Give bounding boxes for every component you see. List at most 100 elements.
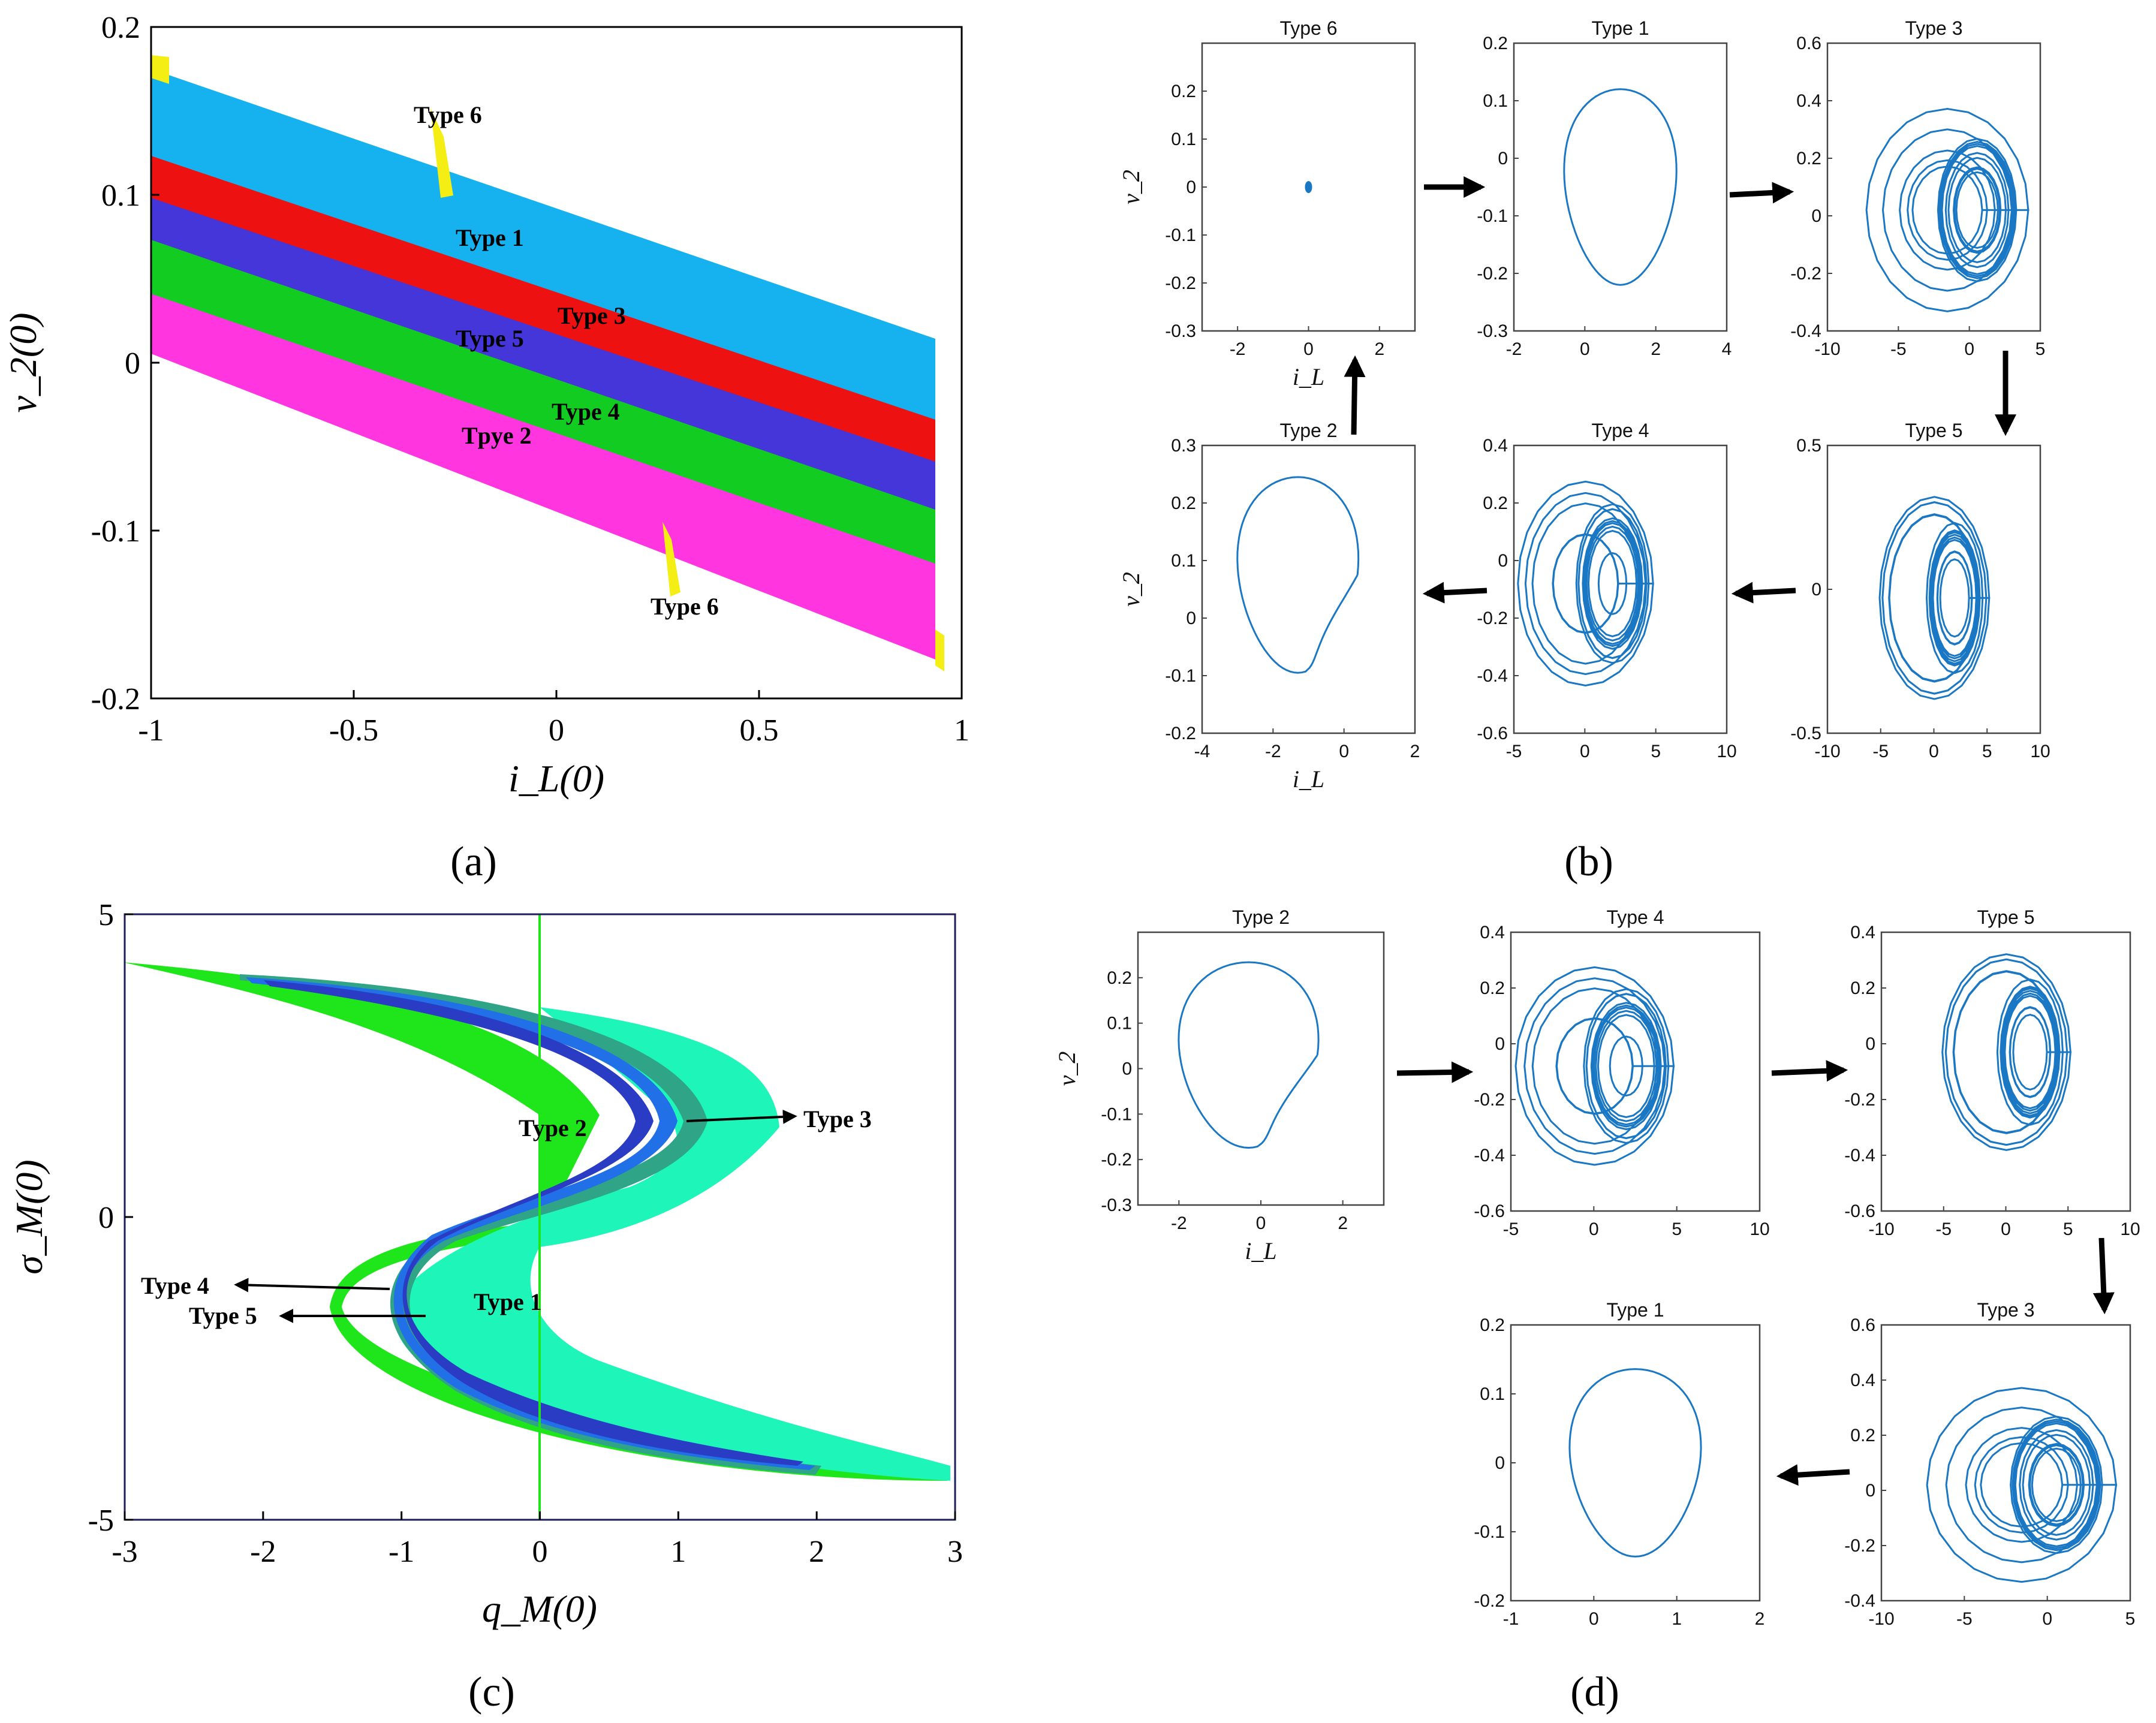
- panel-c-ann-type2: Type 2: [519, 1114, 587, 1141]
- panel-b-sub-type2-title: Type 2: [1279, 420, 1337, 441]
- panel-c-xtick-label: 1: [670, 1535, 686, 1569]
- panel-label-a: (a): [450, 839, 497, 885]
- panel-d-sub-type4-xtick-label: 5: [1672, 1219, 1682, 1239]
- panel-b-sub-type5-title: Type 5: [1905, 420, 1962, 441]
- panel-b-sub-type3-ytick-label: 0.6: [1796, 34, 1821, 53]
- panel-a-ylabel: v_2(0): [2, 312, 44, 412]
- region-type3-a: [151, 156, 935, 474]
- region-type3-c: [240, 974, 821, 1475]
- panel-a-ann-type1: Type 1: [456, 224, 524, 251]
- panel-d-sub-type1-ytick-label: 0.2: [1480, 1315, 1505, 1335]
- panel-d-sub-type4: Type 4 -5 0 5 10 0.4 0.2 0 -0.2 -0.4 -0.6: [1474, 906, 1769, 1239]
- panel-d-sub-type2-ytick-label: -0.2: [1101, 1150, 1132, 1170]
- panel-label-c: (c): [468, 1669, 515, 1715]
- panel-a-yticks: 0.2 0.1 0 -0.1 -0.2: [91, 11, 159, 716]
- panel-b-sub-type5-ytick-label: -0.5: [1790, 724, 1821, 743]
- panel-b-sub-type3: Type 3 -10 -5 0 5 0.6 0.4 0.2 0 -0.2 -0.4: [1790, 17, 2045, 359]
- panel-d-sub-type1-ytick-label: -0.2: [1474, 1591, 1505, 1611]
- d-arrow-5-to-3: [2092, 1237, 2115, 1315]
- panel-c-yticks: 5 0 -5: [88, 898, 133, 1538]
- panel-b-sub-type1-xtick-label: 4: [1722, 339, 1732, 359]
- panel-d-sub-type4-ytick-label: -0.6: [1474, 1201, 1505, 1221]
- panel-d-sub-type2-ytick-label: 0.2: [1107, 968, 1132, 988]
- panel-c-ann-type3: Type 3: [803, 1106, 872, 1132]
- panel-c-ann-type4: Type 4: [141, 1272, 209, 1299]
- panel-b-sub-type4-trajectory: [1517, 480, 1654, 687]
- panel-b-sub-type3-title: Type 3: [1905, 17, 1962, 39]
- panel-c-ytick-label: 5: [98, 898, 114, 932]
- panel-c-arrow-type3: [686, 1109, 797, 1124]
- panel-d-sub-type4-ytick-label: -0.4: [1474, 1146, 1505, 1165]
- panel-a-ytick-label: 0: [125, 347, 140, 381]
- panel-d-sub-type3-xtick-label: 5: [2125, 1609, 2136, 1629]
- panel-b-sub-type4-axes: [1513, 444, 1728, 734]
- panel-c-xtick-label: -1: [389, 1535, 414, 1569]
- panel-c-regions: [123, 962, 950, 1481]
- panel-d-sub-type3-axes: [1880, 1324, 2131, 1602]
- panel-a-ann-type6-top: Type 6: [414, 101, 482, 128]
- panel-d-sub-type4-ytick-label: -0.2: [1474, 1090, 1505, 1110]
- panel-d-sub-type1-axes: [1510, 1324, 1761, 1602]
- panel-b-sub-type1-ytick-label: -0.3: [1477, 321, 1508, 341]
- panel-a-xtick-label: -1: [138, 713, 164, 748]
- panel-b-sub-type3-ytick-label: 0: [1811, 206, 1821, 226]
- panel-b-sub-type6-trajectory: [1305, 181, 1312, 193]
- panel-d-sub-type5-trajectory: [1941, 953, 2072, 1151]
- panel-d-sub-type5-ytick-label: -0.4: [1844, 1146, 1875, 1165]
- panel-d-sub-type2-ylabel: v_2: [1053, 1052, 1080, 1086]
- panel-b-sub-type2-xtick-label: 0: [1339, 742, 1349, 761]
- panel-b-sub-type6-xlabel: i_L: [1293, 363, 1324, 390]
- panel-c-ann-type5: Type 5: [189, 1302, 257, 1329]
- panel-b-sub-type5-xtick-label: 5: [1982, 742, 1992, 761]
- panel-b-sub-type6-xtick-label: 0: [1303, 339, 1314, 359]
- panel-d-sub-type5-ytick-label: 0.4: [1850, 923, 1875, 942]
- panel-b-sub-type3-trajectory: [1865, 107, 2029, 312]
- panel-b-sub-type2-ytick-label: -0.1: [1165, 666, 1196, 686]
- b-arrow-1-to-3: [1729, 182, 1794, 204]
- panel-d-sub-type5-xtick-label: -10: [1868, 1219, 1894, 1239]
- panel-b-sub-type4-ytick-label: 0.2: [1483, 493, 1508, 513]
- panel-c-xtick-label: 2: [809, 1535, 824, 1569]
- panel-b-sub-type1-ytick-label: -0.1: [1477, 206, 1508, 226]
- panel-b-sub-type6: Type 6 -2 0 2 0.2 0.1 0 -0.1 -0.2 -0.3 i_L v_2: [1118, 17, 1416, 390]
- d-arrow-2-to-4: [1396, 1061, 1474, 1083]
- panel-b-sub-type6-ytick-label: 0.2: [1171, 82, 1196, 101]
- panel-c-xticks: -3 -2 -1 0 1 2 3: [112, 1511, 963, 1569]
- panel-d-sub-type4-axes: [1510, 931, 1761, 1212]
- panel-b-sub-type6-ylabel: v_2: [1118, 170, 1145, 204]
- panel-d-sub-type4-trajectory: [1514, 966, 1675, 1166]
- panel-b-sub-type2-xtick-label: 2: [1410, 742, 1420, 761]
- panel-b-sub-type3-xtick-label: -5: [1890, 339, 1907, 359]
- panel-b-sub-type5-ytick-label: 0.5: [1796, 436, 1821, 456]
- panel-a-ann-type6-bot: Type 6: [651, 593, 719, 620]
- b-arrow-4-to-2: [1422, 582, 1487, 604]
- panel-b-sub-type3-xtick-label: 0: [1964, 339, 1974, 359]
- panel-d-sub-type2-axes: [1137, 931, 1385, 1206]
- panel-d-sub-type2-ytick-label: -0.3: [1101, 1195, 1132, 1215]
- panel-d-sub-type1-ytick-label: -0.1: [1474, 1522, 1505, 1542]
- panel-d-sub-type2-xtick-label: 2: [1338, 1213, 1348, 1233]
- panel-d-sub-type3-xtick-label: -10: [1868, 1609, 1894, 1629]
- panel-d-sub-type5-ytick-label: -0.6: [1844, 1201, 1875, 1221]
- panel-b-sub-type5-trajectory: [1878, 496, 1991, 700]
- panel-b-sub-type5-xtick-label: 10: [2030, 742, 2050, 761]
- panel-d-sub-type3-title: Type 3: [1977, 1299, 2034, 1321]
- panel-b-sub-type2-ytick-label: 0: [1186, 609, 1196, 628]
- panel-c: -3 -2 -1 0 1 2 3 5 0 -5 q_M(0) σ_M(0) Type 2 Typ…: [8, 898, 963, 1715]
- panel-a-ann-tpye2: Tpye 2: [462, 422, 532, 449]
- panel-d-sub-type4-xtick-label: -5: [1503, 1219, 1519, 1239]
- panel-d-sub-type3-ytick-label: 0.4: [1850, 1370, 1875, 1390]
- panel-d-sub-type3-ytick-label: 0: [1865, 1481, 1875, 1501]
- panel-b-sub-type6-ytick-label: -0.2: [1165, 273, 1196, 293]
- region-type6-a-c1: [151, 55, 169, 84]
- region-type5-a: [151, 198, 935, 522]
- panel-b-sub-type4: Type 4 -5 0 5 10 0.4 0.2 0 -0.2 -0.4 -0.6: [1477, 420, 1736, 761]
- region-type2-a: [151, 294, 935, 659]
- panel-b-sub-type1-ytick-label: 0.1: [1483, 91, 1508, 111]
- panel-d-sub-type2-xtick-label: 0: [1256, 1213, 1266, 1233]
- panel-b-sub-type6-ytick-label: -0.3: [1165, 321, 1196, 341]
- panel-b-sub-type1-ytick-label: -0.2: [1477, 264, 1508, 284]
- panel-b-sub-type1-trajectory: [1563, 88, 1678, 286]
- panel-d-sub-type5-xtick-label: 0: [2001, 1219, 2011, 1239]
- panel-b-sub-type3-axes: [1826, 42, 2041, 332]
